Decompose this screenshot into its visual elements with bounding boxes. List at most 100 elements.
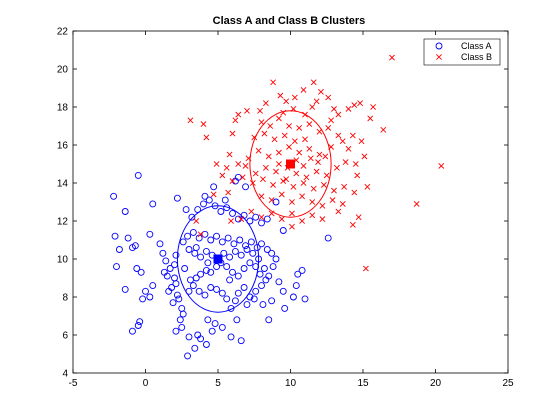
point-class-b	[275, 149, 282, 156]
point-class-a	[252, 263, 260, 271]
point-class-a	[234, 272, 242, 280]
point-class-b	[328, 143, 335, 150]
point-class-b	[270, 79, 277, 86]
point-class-a	[165, 287, 173, 295]
point-class-a	[182, 206, 190, 214]
point-class-b-stroke	[283, 98, 290, 105]
point-class-b	[265, 153, 272, 160]
point-class-a	[173, 194, 181, 202]
point-class-b	[361, 153, 368, 160]
point-class-b	[187, 117, 194, 124]
point-class-b-stroke	[235, 111, 242, 118]
point-class-b-stroke	[318, 88, 324, 95]
point-class-a	[137, 268, 145, 276]
point-class-a	[192, 274, 200, 282]
point-class-b-stroke	[271, 136, 278, 143]
point-class-b-stroke	[193, 218, 200, 224]
point-class-b	[325, 124, 332, 131]
point-class-b-stroke	[380, 126, 387, 133]
point-class-a	[227, 304, 235, 312]
point-class-b	[267, 123, 274, 129]
point-class-a	[197, 335, 205, 343]
point-class-b	[235, 111, 242, 118]
point-class-b	[286, 123, 292, 129]
point-class-b	[223, 164, 230, 171]
point-class-b	[283, 98, 290, 105]
point-class-b	[352, 161, 359, 167]
point-class-b-stroke	[268, 210, 275, 217]
point-class-b	[355, 214, 362, 221]
point-class-b-stroke	[187, 117, 194, 124]
point-class-b-stroke	[281, 132, 288, 139]
point-class-b	[262, 164, 269, 171]
x-tick-label: -5	[69, 378, 78, 389]
point-class-b	[328, 117, 335, 124]
point-class-b-stroke	[316, 151, 323, 158]
point-class-a	[172, 327, 180, 335]
point-class-a	[292, 282, 300, 290]
point-class-b	[228, 218, 234, 224]
point-class-b	[281, 132, 288, 139]
point-class-b-stroke	[258, 193, 265, 200]
point-class-a	[201, 230, 209, 238]
point-class-b-stroke	[289, 223, 295, 230]
point-class-b-stroke	[296, 124, 303, 131]
point-class-a	[201, 192, 209, 200]
point-class-a	[124, 234, 132, 242]
point-class-b-stroke	[335, 132, 342, 139]
point-class-b-stroke	[275, 149, 282, 156]
y-tick-label: 18	[57, 103, 69, 114]
point-class-a	[121, 208, 129, 215]
point-class-b	[310, 79, 317, 86]
point-class-b	[335, 208, 342, 215]
point-class-b-stroke	[275, 115, 282, 122]
point-class-a	[233, 316, 241, 324]
point-class-b-stroke	[258, 214, 265, 221]
point-class-b	[349, 221, 356, 228]
point-class-a	[210, 183, 218, 191]
point-class-a	[172, 251, 180, 259]
point-class-b	[320, 181, 327, 188]
point-class-b-stroke	[357, 100, 364, 107]
point-class-b-stroke	[290, 183, 297, 190]
point-class-b	[275, 115, 282, 122]
point-class-b	[329, 197, 336, 204]
point-class-b-stroke	[200, 121, 207, 128]
point-class-b-stroke	[291, 94, 298, 101]
point-class-b-stroke	[325, 94, 332, 101]
point-class-a	[246, 293, 254, 301]
point-class-b	[270, 181, 277, 188]
point-class-b-stroke	[273, 168, 279, 175]
point-class-b	[323, 172, 330, 179]
point-class-b	[316, 128, 323, 135]
point-class-b-stroke	[249, 180, 256, 186]
point-class-a	[242, 183, 250, 191]
point-class-b-stroke	[351, 189, 358, 196]
point-class-b-stroke	[289, 199, 295, 205]
point-class-b-stroke	[349, 221, 356, 228]
point-class-b	[325, 94, 332, 101]
y-tick-label: 22	[57, 27, 69, 38]
point-class-a	[156, 240, 164, 248]
point-class-a	[237, 251, 245, 259]
point-class-b	[193, 218, 200, 224]
point-class-b	[229, 178, 236, 185]
cluster-center-marker	[213, 254, 223, 264]
point-class-b-stroke	[238, 216, 245, 223]
point-class-a	[213, 232, 221, 240]
point-class-a	[281, 304, 289, 312]
point-class-b-stroke	[302, 111, 308, 118]
point-class-b	[341, 183, 348, 190]
point-class-b	[296, 149, 303, 156]
point-class-a	[231, 247, 239, 255]
point-class-b	[339, 138, 346, 145]
point-class-b	[309, 104, 316, 110]
point-class-b	[271, 136, 278, 143]
y-tick-label: 14	[57, 179, 69, 190]
y-tick-label: 12	[57, 217, 69, 228]
y-tick-label: 20	[57, 65, 69, 76]
point-class-a	[217, 208, 225, 215]
point-class-a	[246, 217, 254, 225]
point-class-b	[310, 185, 317, 192]
